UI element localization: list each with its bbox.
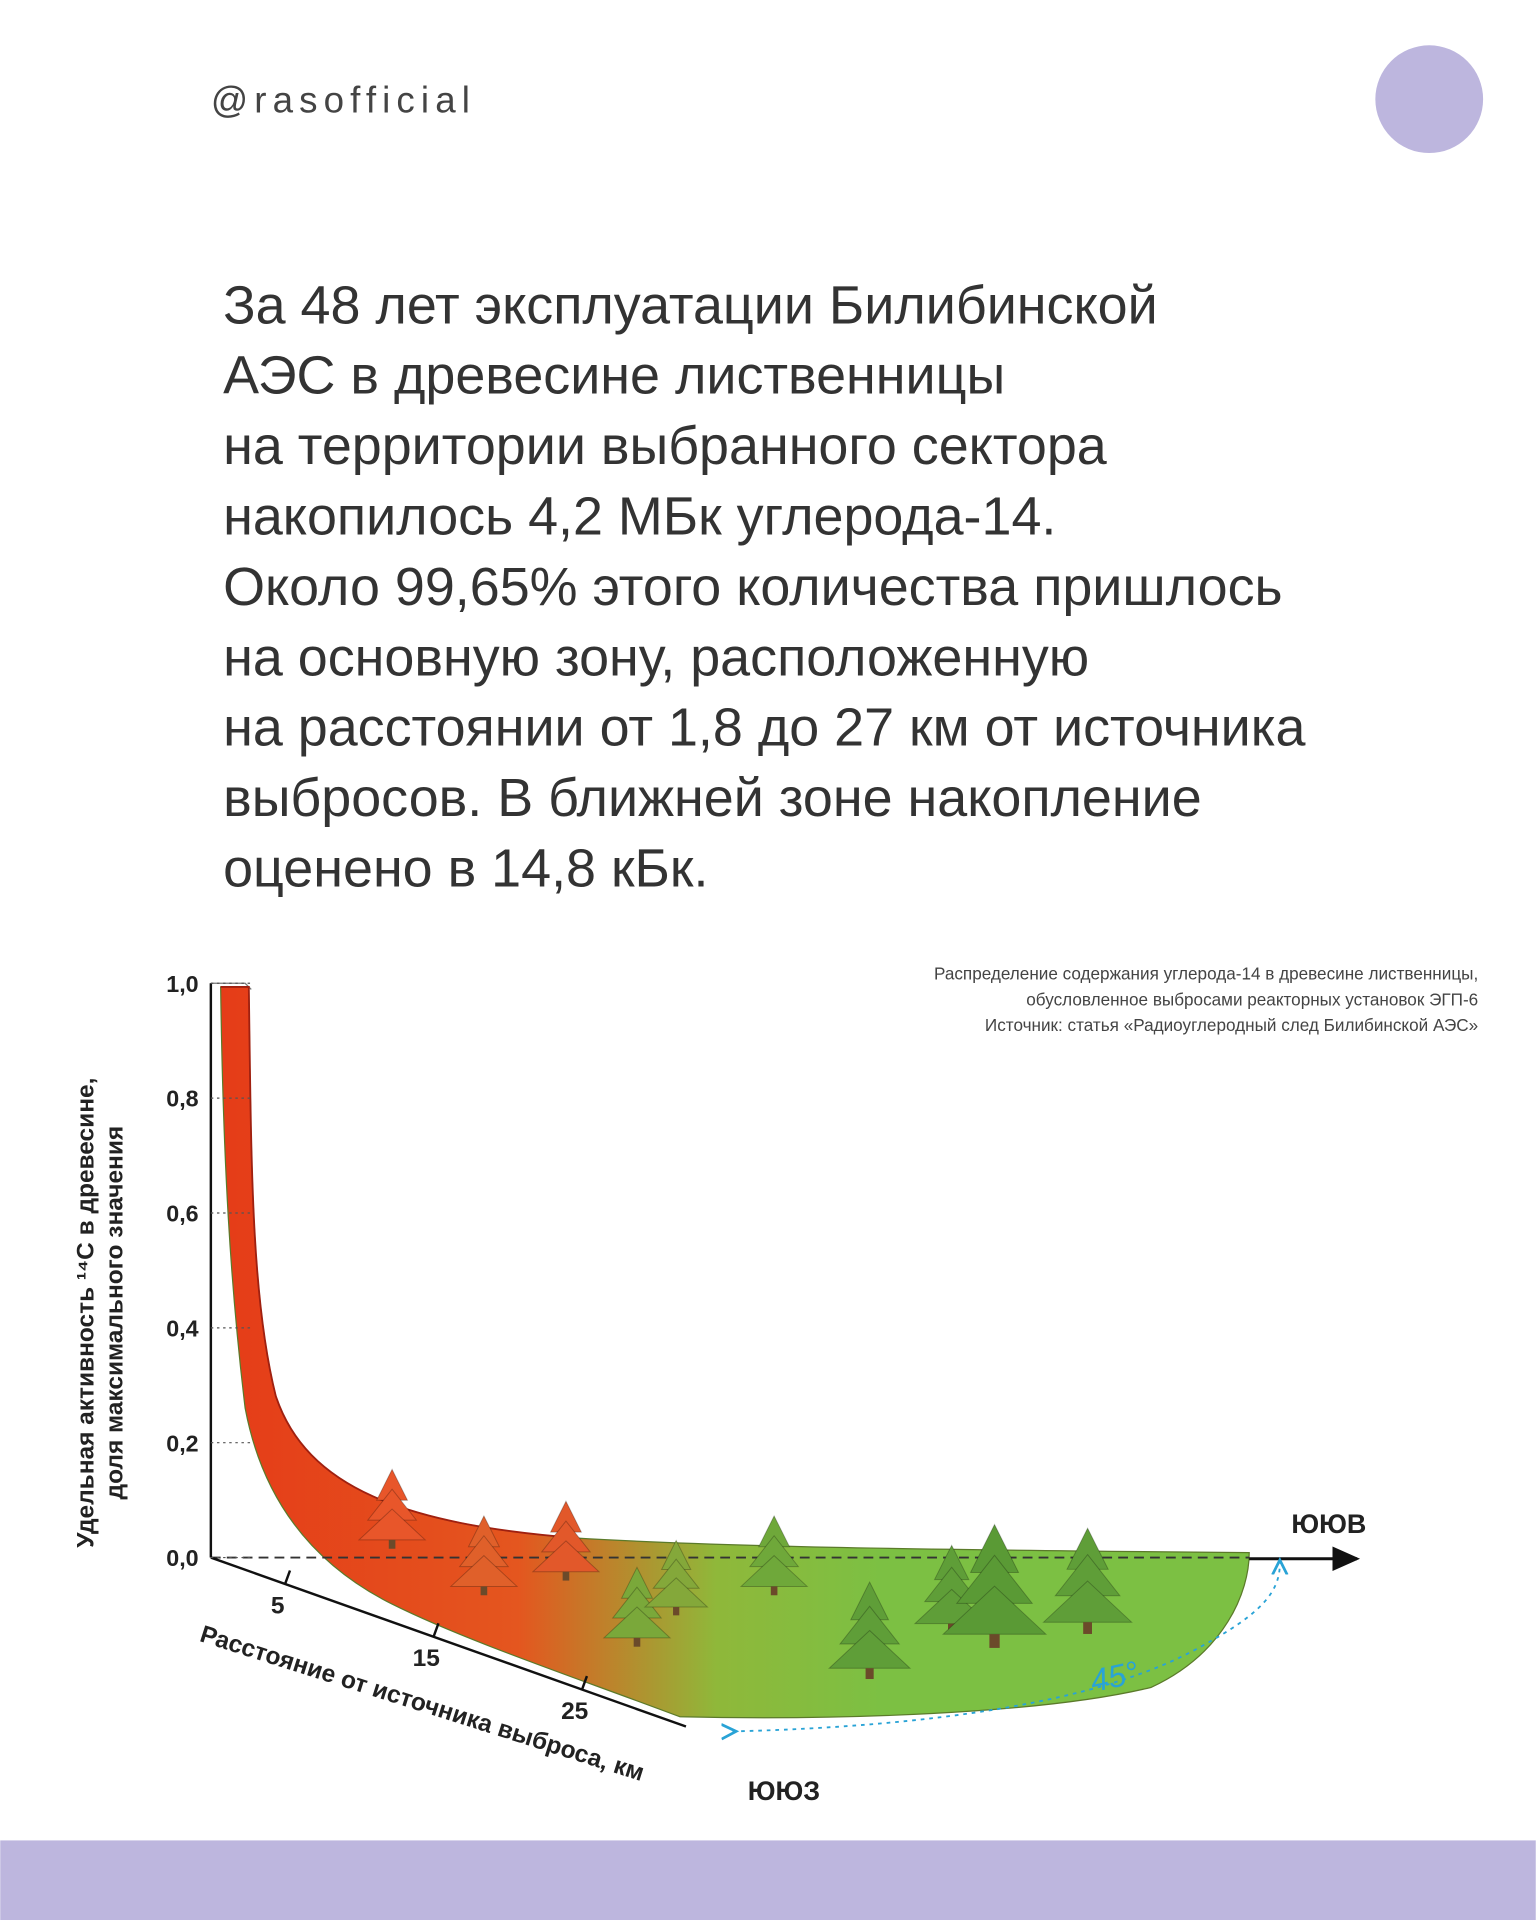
- body-text: За 48 лет эксплуатации Билибинской АЭС в …: [223, 275, 1305, 898]
- body-line: АЭС в древесине лиственницы: [223, 346, 1005, 406]
- caption-line: Источник: статья «Радиоуглеродный след Б…: [985, 1015, 1478, 1035]
- y-axis-label: доля максимального значения: [102, 1126, 129, 1500]
- body-line: оценено в 14,8 кБк.: [223, 839, 708, 899]
- body-line: За 48 лет эксплуатации Билибинской: [223, 275, 1158, 335]
- x-tick-label: 25: [561, 1698, 588, 1725]
- y-tick-label: 0,4: [166, 1315, 198, 1341]
- angle-arc: [732, 1564, 1279, 1732]
- footer-band: [0, 1840, 1536, 1920]
- tree-trunk: [989, 1634, 1000, 1648]
- distance-axis: [210, 1556, 687, 1728]
- caption: Распределение содержания углерода-14 в д…: [934, 964, 1478, 1035]
- tree: [827, 1580, 912, 1680]
- south-label: ЮЮЗ: [748, 1776, 820, 1806]
- tree: [357, 1468, 427, 1549]
- body-line: на территории выбранного сектора: [223, 416, 1107, 476]
- tree: [941, 1523, 1048, 1648]
- trees: [357, 1468, 1133, 1680]
- x-tick-label: 5: [271, 1592, 285, 1619]
- x-tick: [283, 1570, 292, 1585]
- caption-line: обусловленное выбросами реакторных устан…: [1026, 989, 1478, 1009]
- surface-edge: [220, 986, 576, 1539]
- tree-trunk: [770, 1586, 778, 1596]
- tree-trunk: [865, 1668, 874, 1680]
- tree: [449, 1514, 519, 1596]
- y-tick-label: 0,2: [166, 1430, 198, 1456]
- x-tick-label: 15: [413, 1645, 440, 1672]
- chart-labels: 0,0 0,2 0,4 0,6 0,8 1,0 5 15 25: [166, 971, 588, 1725]
- tree: [643, 1539, 709, 1616]
- tree: [739, 1514, 809, 1596]
- tree-trunk: [388, 1539, 396, 1549]
- body-line: на основную зону, расположенную: [223, 627, 1089, 687]
- tree-trunk: [673, 1607, 680, 1616]
- tree: [602, 1566, 672, 1647]
- tree: [1042, 1527, 1133, 1634]
- y-tick-label: 0,0: [166, 1545, 198, 1571]
- x-tick: [432, 1622, 440, 1638]
- body-line: на расстоянии от 1,8 до 27 км от источни…: [223, 698, 1305, 758]
- tree-trunk: [1083, 1622, 1092, 1634]
- y-axis-label: Удельная активность ¹⁴C в древесине,: [72, 1078, 99, 1548]
- body-line: накопилось 4,2 МБк углерода-14.: [223, 486, 1056, 546]
- body-line: Около 99,65% этого количества пришлось: [223, 557, 1283, 617]
- handle: @rasofficial: [211, 80, 476, 121]
- y-tick-label: 0,8: [166, 1086, 198, 1112]
- decor-circle: [1375, 45, 1484, 154]
- tree: [531, 1500, 601, 1581]
- tree-trunk: [480, 1586, 488, 1596]
- y-tick-label: 0,6: [166, 1201, 198, 1227]
- body-line: выбросов. В ближней зоне накопление: [223, 768, 1202, 828]
- x-tick: [580, 1675, 589, 1690]
- caption-line: Распределение содержания углерода-14 в д…: [934, 964, 1478, 984]
- y-tick-label: 1,0: [166, 971, 198, 997]
- tree-trunk: [562, 1571, 570, 1581]
- tree-trunk: [633, 1637, 641, 1647]
- east-label: ЮЮВ: [1291, 1509, 1366, 1539]
